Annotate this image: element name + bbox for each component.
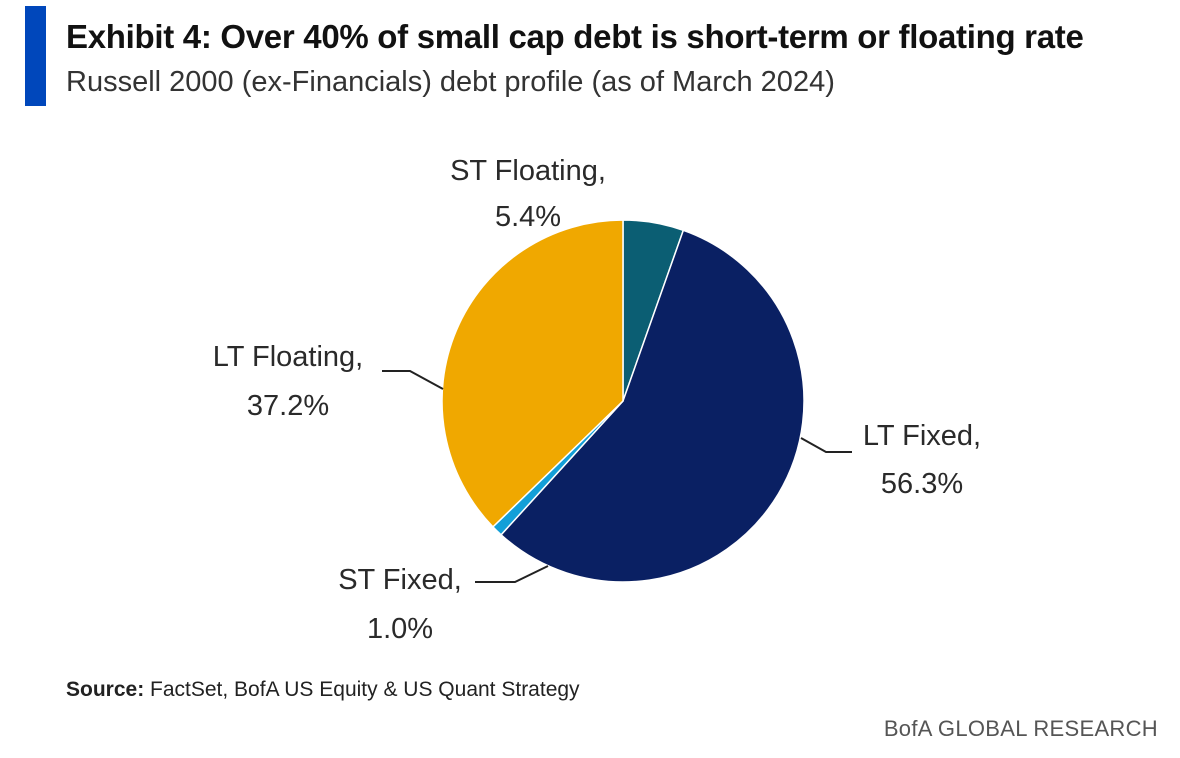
chart-title: Exhibit 4: Over 40% of small cap debt is… bbox=[66, 18, 1084, 55]
slice-label-lt-fixed: LT Fixed, bbox=[863, 420, 981, 452]
source-note: Source: FactSet, BofA US Equity & US Qua… bbox=[66, 678, 580, 702]
slice-value-st-fixed: 1.0% bbox=[367, 613, 433, 645]
brand-footer: BofA GLOBAL RESEARCH bbox=[883, 716, 1158, 741]
slice-label-st-floating: ST Floating, bbox=[450, 155, 606, 187]
chart-subtitle: Russell 2000 (ex-Financials) debt profil… bbox=[66, 66, 835, 98]
leader-line-lt-floating bbox=[382, 370, 444, 390]
slice-label-st-fixed: ST Fixed, bbox=[338, 564, 462, 596]
slice-value-st-floating: 5.4% bbox=[495, 201, 561, 233]
source-label: Source: bbox=[66, 678, 145, 701]
accent-bar bbox=[25, 6, 46, 106]
leader-line-st-fixed bbox=[475, 565, 549, 583]
pie-slice-lt-floating bbox=[441, 219, 624, 528]
slice-value-lt-floating: 37.2% bbox=[247, 390, 329, 422]
source-text: FactSet, BofA US Equity & US Quant Strat… bbox=[144, 678, 580, 701]
slice-label-lt-floating: LT Floating, bbox=[213, 341, 363, 373]
slice-value-lt-fixed: 56.3% bbox=[881, 468, 963, 500]
pie-slice-lt-fixed bbox=[500, 229, 805, 583]
leader-line-lt-fixed bbox=[800, 437, 852, 453]
